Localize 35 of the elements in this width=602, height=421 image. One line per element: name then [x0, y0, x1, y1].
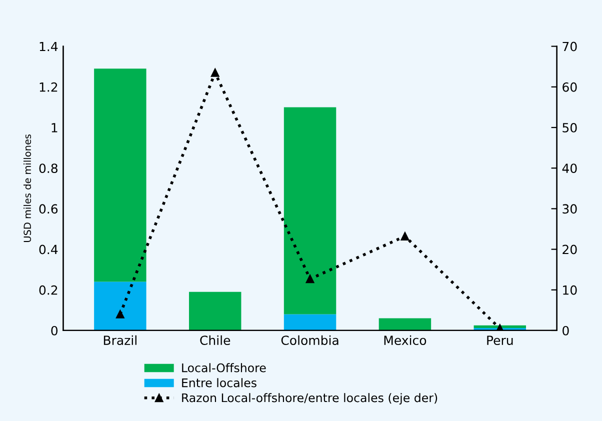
y2-tick-label: 10: [563, 285, 577, 295]
y-tick-label: 0: [51, 326, 58, 336]
bar: [94, 68, 146, 282]
y2-tick-label: 40: [562, 164, 577, 174]
bar: [378, 318, 432, 330]
bar: [188, 292, 242, 330]
bar: [94, 282, 146, 330]
y2-tick-label: 30: [562, 204, 577, 214]
y-tick-label: 0.6: [39, 204, 58, 214]
y-tick-label: 1.2: [40, 82, 58, 92]
y2-tick-label: 20: [562, 244, 577, 254]
point: [400, 232, 410, 240]
x-tick-label: Mexico: [384, 335, 426, 346]
x-tick-label: Colombia: [281, 335, 338, 346]
y2-tick-label: 0: [562, 326, 569, 336]
point: [306, 274, 314, 284]
y-tick-label: 0.8: [39, 164, 58, 174]
legend-label: Razon Local-offshore/entre locales (eje der): [182, 393, 438, 405]
y-tick-label: 0.2: [39, 285, 58, 295]
y2-tick-label: 60: [562, 82, 577, 92]
bar: [284, 314, 336, 330]
y-tick-label: 0.4: [39, 244, 58, 254]
y-axis-title: USD miles de millones: [24, 134, 32, 242]
y-tick-label: 1: [52, 123, 58, 132]
y2-tick-label: 50: [562, 122, 577, 132]
y-tick-label: 1.4: [40, 42, 58, 52]
x-tick-label: Chile: [200, 335, 230, 346]
legend-label: Entre locales: [182, 378, 256, 388]
bar: [284, 107, 336, 314]
point: [116, 310, 124, 318]
point: [210, 68, 220, 77]
y2-tick-label: 70: [562, 42, 577, 52]
legend-label: Local-Offshore: [182, 363, 266, 372]
x-tick-label: Peru: [487, 336, 513, 346]
x-tick-label: Brazil: [104, 335, 136, 346]
